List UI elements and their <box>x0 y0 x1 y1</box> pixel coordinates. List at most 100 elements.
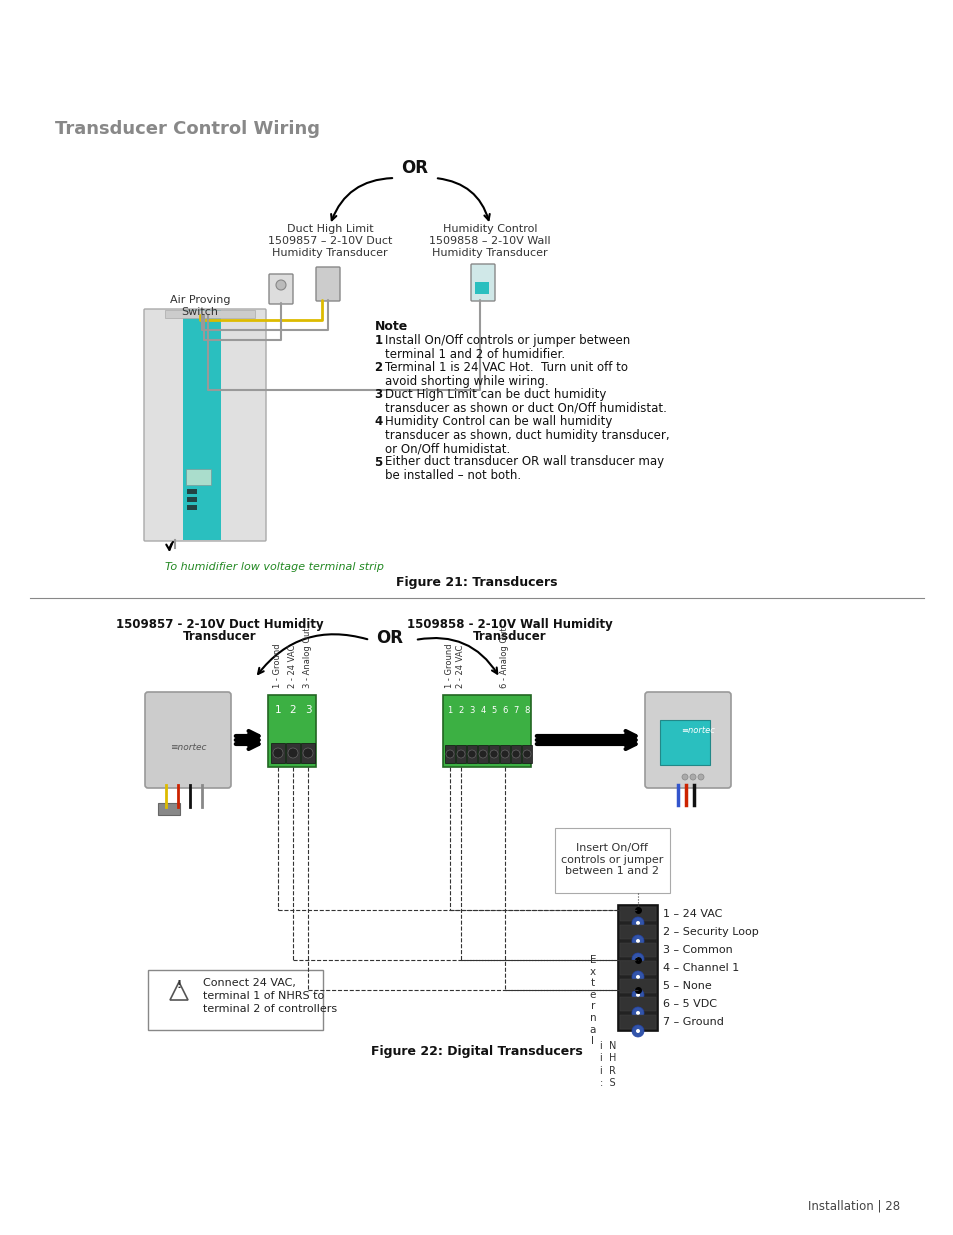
Bar <box>619 925 656 939</box>
Bar <box>158 803 180 815</box>
Text: avoid shorting while wiring.: avoid shorting while wiring. <box>385 374 548 388</box>
Text: Transducer: Transducer <box>473 630 546 643</box>
Circle shape <box>631 1007 643 1019</box>
Text: Terminal 1 is 24 VAC Hot.  Turn unit off to: Terminal 1 is 24 VAC Hot. Turn unit off … <box>385 361 627 374</box>
Circle shape <box>631 1025 643 1037</box>
Text: Either duct transducer OR wall transducer may: Either duct transducer OR wall transduce… <box>385 456 663 468</box>
Bar <box>286 743 299 763</box>
Text: 1509857 – 2-10V Duct: 1509857 – 2-10V Duct <box>268 236 392 246</box>
Text: 5: 5 <box>375 456 387 468</box>
Text: Transducer: Transducer <box>183 630 256 643</box>
Circle shape <box>303 748 313 758</box>
Bar <box>619 997 656 1011</box>
Circle shape <box>636 1011 639 1015</box>
Bar <box>183 310 221 540</box>
FancyBboxPatch shape <box>269 274 293 304</box>
Text: Air Proving
Switch: Air Proving Switch <box>170 295 230 316</box>
Text: 1: 1 <box>375 333 387 347</box>
Text: Insert On/Off
controls or jumper
between 1 and 2: Insert On/Off controls or jumper between… <box>560 844 662 876</box>
Bar <box>619 906 656 921</box>
Text: OR: OR <box>376 629 403 647</box>
Text: 1509858 - 2-10V Wall Humidity: 1509858 - 2-10V Wall Humidity <box>407 618 612 631</box>
Text: OR: OR <box>401 159 428 177</box>
Text: 1 - Ground: 1 - Ground <box>445 643 454 688</box>
Text: 2: 2 <box>457 706 463 715</box>
FancyBboxPatch shape <box>555 827 669 893</box>
Text: 8: 8 <box>524 706 529 715</box>
Text: 4: 4 <box>375 415 387 429</box>
Text: 5 – None: 5 – None <box>662 981 711 990</box>
Bar <box>477 745 488 763</box>
Circle shape <box>636 974 639 979</box>
Bar <box>442 695 531 767</box>
Text: 2: 2 <box>290 705 296 715</box>
Circle shape <box>273 748 283 758</box>
FancyBboxPatch shape <box>644 692 730 788</box>
Bar <box>659 720 709 764</box>
Bar <box>301 743 314 763</box>
Text: 4: 4 <box>480 706 485 715</box>
Bar <box>187 496 196 501</box>
Text: 2 – Security Loop: 2 – Security Loop <box>662 927 758 937</box>
Polygon shape <box>170 982 188 1000</box>
Text: 3: 3 <box>469 706 475 715</box>
Text: 7: 7 <box>513 706 518 715</box>
Text: 3: 3 <box>375 388 387 401</box>
Text: 3 - Analog Out: 3 - Analog Out <box>303 627 313 688</box>
Text: Humidity Control: Humidity Control <box>442 224 537 233</box>
Text: Duct High Limit: Duct High Limit <box>287 224 373 233</box>
Circle shape <box>636 921 639 925</box>
Text: Humidity Control can be wall humidity: Humidity Control can be wall humidity <box>385 415 612 429</box>
Circle shape <box>631 918 643 929</box>
Text: terminal 1 and 2 of humidifier.: terminal 1 and 2 of humidifier. <box>385 347 564 361</box>
Text: transducer as shown or duct On/Off humidistat.: transducer as shown or duct On/Off humid… <box>385 401 666 415</box>
Circle shape <box>275 280 286 290</box>
Bar <box>187 489 196 494</box>
Bar <box>467 745 476 763</box>
Bar <box>521 745 532 763</box>
Circle shape <box>512 750 519 758</box>
Text: Transducer Control Wiring: Transducer Control Wiring <box>55 120 319 138</box>
Text: 1: 1 <box>447 706 452 715</box>
FancyBboxPatch shape <box>144 309 266 541</box>
Text: 4 – Channel 1: 4 – Channel 1 <box>662 963 739 973</box>
Text: 2: 2 <box>375 361 387 374</box>
Circle shape <box>631 989 643 1002</box>
Bar <box>489 745 498 763</box>
Text: be installed – not both.: be installed – not both. <box>385 469 520 482</box>
Text: Note: Note <box>375 320 408 333</box>
Text: 1: 1 <box>274 705 281 715</box>
Text: 5: 5 <box>491 706 497 715</box>
Text: ≡nortec: ≡nortec <box>170 743 206 752</box>
Bar <box>475 282 489 294</box>
Circle shape <box>490 750 497 758</box>
Bar <box>165 310 254 317</box>
Circle shape <box>636 993 639 997</box>
Text: 6 - Analog Out: 6 - Analog Out <box>500 627 509 688</box>
Circle shape <box>631 953 643 965</box>
Bar <box>456 745 465 763</box>
Circle shape <box>500 750 509 758</box>
Circle shape <box>636 1029 639 1032</box>
Circle shape <box>288 748 297 758</box>
Bar <box>268 695 315 767</box>
Circle shape <box>636 957 639 961</box>
Text: 1509857 - 2-10V Duct Humidity: 1509857 - 2-10V Duct Humidity <box>116 618 323 631</box>
Circle shape <box>446 750 454 758</box>
Text: 2 - 24 VAC: 2 - 24 VAC <box>456 645 465 688</box>
Text: 1 – 24 VAC: 1 – 24 VAC <box>662 909 721 919</box>
Text: Connect 24 VAC,
terminal 1 of NHRS to
terminal 2 of controllers: Connect 24 VAC, terminal 1 of NHRS to te… <box>203 978 336 1014</box>
Circle shape <box>468 750 476 758</box>
Text: 7 – Ground: 7 – Ground <box>662 1016 723 1028</box>
Text: 2 - 24 VAC: 2 - 24 VAC <box>288 645 297 688</box>
Text: E
x
t
e
r
n
a
l: E x t e r n a l <box>589 955 596 1046</box>
Circle shape <box>681 774 687 781</box>
Text: Duct High Limit can be duct humidity: Duct High Limit can be duct humidity <box>385 388 606 401</box>
Bar <box>187 505 196 510</box>
Text: Install On/Off controls or jumper between: Install On/Off controls or jumper betwee… <box>385 333 630 347</box>
Text: Figure 21: Transducers: Figure 21: Transducers <box>395 576 558 589</box>
Circle shape <box>478 750 486 758</box>
Bar <box>619 944 656 957</box>
Text: 3 – Common: 3 – Common <box>662 945 732 955</box>
Text: 6 – 5 VDC: 6 – 5 VDC <box>662 999 717 1009</box>
